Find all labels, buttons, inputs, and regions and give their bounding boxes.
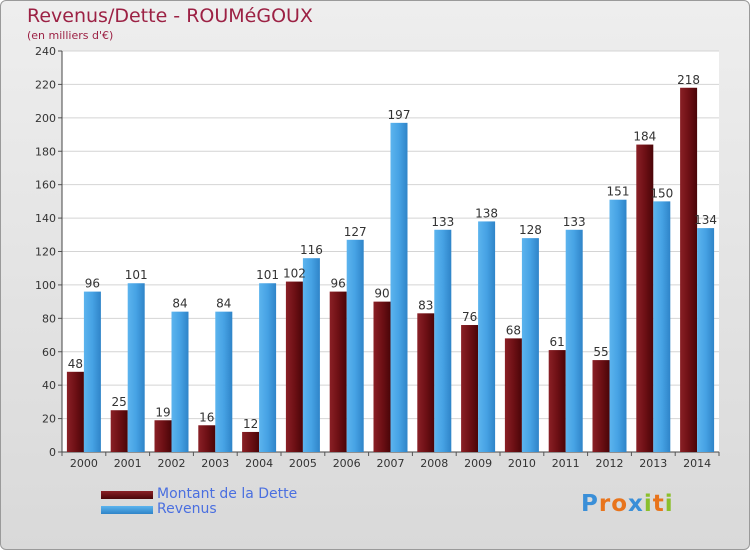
bar-debt bbox=[373, 301, 391, 452]
data-label-debt: 96 bbox=[331, 277, 346, 291]
x-tick-label: 2006 bbox=[333, 457, 361, 470]
bar-revenue bbox=[302, 258, 320, 452]
bar-revenue bbox=[653, 201, 671, 452]
bar-debt bbox=[548, 350, 566, 452]
data-label-debt: 218 bbox=[677, 73, 700, 87]
y-tick-label: 80 bbox=[42, 312, 56, 325]
data-label-debt: 102 bbox=[283, 267, 306, 281]
legend-swatch-debt bbox=[101, 491, 153, 499]
data-label-revenue: 134 bbox=[694, 213, 717, 227]
data-label-debt: 83 bbox=[418, 298, 433, 312]
bar-debt bbox=[242, 431, 260, 452]
y-tick-label: 200 bbox=[35, 112, 56, 125]
data-label-debt: 48 bbox=[68, 357, 83, 371]
bar-revenue bbox=[127, 283, 145, 452]
bar-debt bbox=[285, 281, 303, 452]
x-tick-label: 2014 bbox=[683, 457, 711, 470]
y-tick-label: 180 bbox=[35, 145, 56, 158]
bar-debt bbox=[329, 291, 347, 452]
bar-revenue bbox=[171, 311, 189, 452]
data-label-revenue: 116 bbox=[300, 243, 323, 257]
data-label-revenue: 101 bbox=[256, 268, 279, 282]
data-label-revenue: 84 bbox=[172, 297, 187, 311]
data-label-debt: 61 bbox=[550, 335, 565, 349]
bar-revenue bbox=[346, 239, 364, 452]
x-tick-label: 2009 bbox=[464, 457, 492, 470]
x-tick-label: 2000 bbox=[70, 457, 98, 470]
data-label-debt: 55 bbox=[593, 345, 608, 359]
bar-revenue bbox=[434, 229, 452, 452]
proxiti-logo: Proxiti bbox=[581, 491, 674, 517]
data-label-debt: 90 bbox=[374, 287, 389, 301]
data-label-debt: 19 bbox=[155, 405, 170, 419]
chart-title: Revenus/Dette - ROUMéGOUX bbox=[27, 5, 313, 27]
data-label-revenue: 150 bbox=[650, 186, 673, 200]
bar-revenue bbox=[521, 238, 539, 452]
data-label-revenue: 197 bbox=[388, 108, 411, 122]
bar-revenue bbox=[215, 311, 233, 452]
bar-revenue bbox=[83, 291, 101, 452]
y-tick-label: 140 bbox=[35, 212, 56, 225]
y-tick-label: 40 bbox=[42, 379, 56, 392]
bar-debt bbox=[110, 410, 128, 452]
x-tick-label: 2002 bbox=[158, 457, 186, 470]
bar-revenue bbox=[478, 221, 496, 452]
bar-revenue bbox=[390, 122, 408, 453]
data-label-revenue: 127 bbox=[344, 225, 367, 239]
x-tick-label: 2005 bbox=[289, 457, 317, 470]
data-label-debt: 12 bbox=[243, 417, 258, 431]
bar-revenue bbox=[259, 283, 277, 452]
x-tick-label: 2012 bbox=[596, 457, 624, 470]
data-label-revenue: 138 bbox=[475, 206, 498, 220]
legend-label-debt: Montant de la Dette bbox=[157, 486, 298, 502]
x-tick-label: 2008 bbox=[420, 457, 448, 470]
bar-debt bbox=[592, 360, 610, 452]
data-label-debt: 25 bbox=[112, 395, 127, 409]
bar-revenue bbox=[697, 228, 715, 452]
bar-revenue bbox=[609, 199, 627, 452]
data-label-debt: 76 bbox=[462, 310, 477, 324]
x-tick-label: 2003 bbox=[201, 457, 229, 470]
data-label-revenue: 84 bbox=[216, 297, 231, 311]
y-tick-label: 220 bbox=[35, 78, 56, 91]
x-tick-label: 2010 bbox=[508, 457, 536, 470]
data-label-debt: 184 bbox=[633, 130, 656, 144]
y-tick-label: 0 bbox=[49, 446, 56, 459]
x-tick-label: 2013 bbox=[639, 457, 667, 470]
bar-debt bbox=[636, 144, 654, 453]
chart-subtitle: (en milliers d'€) bbox=[27, 29, 114, 42]
y-tick-label: 60 bbox=[42, 346, 56, 359]
bar-debt bbox=[461, 325, 479, 452]
bar-debt bbox=[198, 425, 216, 452]
legend-label-revenue: Revenus bbox=[157, 501, 217, 517]
bar-debt bbox=[680, 87, 698, 452]
data-label-revenue: 133 bbox=[563, 215, 586, 229]
data-label-debt: 16 bbox=[199, 410, 214, 424]
data-label-revenue: 128 bbox=[519, 223, 542, 237]
data-label-debt: 68 bbox=[506, 323, 521, 337]
data-label-revenue: 96 bbox=[85, 277, 100, 291]
bar-debt bbox=[504, 338, 522, 452]
y-tick-label: 160 bbox=[35, 179, 56, 192]
bar-revenue bbox=[565, 229, 583, 452]
bar-debt bbox=[417, 313, 435, 452]
y-tick-label: 20 bbox=[42, 413, 56, 426]
x-tick-label: 2004 bbox=[245, 457, 273, 470]
data-label-revenue: 151 bbox=[607, 185, 630, 199]
y-tick-label: 120 bbox=[35, 246, 56, 259]
data-label-revenue: 133 bbox=[431, 215, 454, 229]
x-tick-label: 2001 bbox=[114, 457, 142, 470]
x-tick-label: 2007 bbox=[377, 457, 405, 470]
x-tick-label: 2011 bbox=[552, 457, 580, 470]
bar-debt bbox=[66, 371, 84, 452]
bar-debt bbox=[154, 420, 172, 452]
y-tick-label: 240 bbox=[35, 45, 56, 58]
y-tick-label: 100 bbox=[35, 279, 56, 292]
data-label-revenue: 101 bbox=[125, 268, 148, 282]
legend-swatch-revenue bbox=[101, 506, 153, 514]
